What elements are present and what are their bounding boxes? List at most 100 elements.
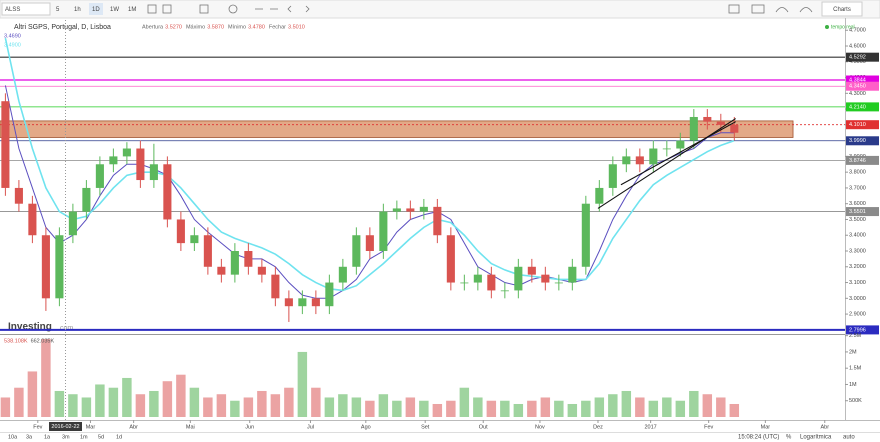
interval-button[interactable]: 1D bbox=[92, 7, 100, 13]
charts-menu[interactable] bbox=[821, 1, 863, 17]
candle-body bbox=[41, 235, 50, 299]
volume-bar bbox=[270, 394, 281, 417]
range-button[interactable]: 3m bbox=[62, 434, 70, 440]
readout-name: Fechar bbox=[269, 24, 286, 30]
icon-candle[interactable] bbox=[147, 4, 157, 14]
range-button[interactable]: 1d bbox=[116, 434, 122, 440]
candle-body bbox=[311, 298, 320, 307]
readout-value: 3.4780 bbox=[248, 24, 265, 30]
volume-tick-label: 1.5M bbox=[849, 366, 862, 372]
x-tick-label: Out bbox=[479, 424, 488, 430]
level-label: 4.5292 bbox=[849, 55, 866, 61]
range-button[interactable]: 3a bbox=[26, 434, 33, 440]
symbol-input[interactable] bbox=[1, 2, 51, 16]
candle-body bbox=[433, 206, 442, 236]
level-tag bbox=[846, 52, 879, 62]
candle-body bbox=[271, 274, 280, 299]
candle-body bbox=[554, 282, 563, 284]
readout-name: Máximo bbox=[186, 24, 205, 30]
interval-button[interactable]: 1W bbox=[110, 7, 119, 13]
icon-indicators[interactable] bbox=[199, 4, 209, 14]
volume-bar bbox=[176, 374, 186, 417]
candle-body bbox=[608, 164, 617, 188]
volume-bar bbox=[378, 394, 389, 417]
y-tick-label: 4.5000 bbox=[849, 59, 866, 65]
level-label: 3.8746 bbox=[849, 158, 866, 164]
footer-log[interactable]: Logarítmica bbox=[800, 435, 832, 441]
volume-bar bbox=[149, 390, 159, 417]
icon-compare[interactable] bbox=[162, 4, 172, 14]
volume-bar bbox=[243, 397, 254, 417]
volume-bar bbox=[608, 394, 618, 417]
volume-bar bbox=[675, 400, 686, 417]
volume-bar bbox=[230, 400, 240, 417]
range-button[interactable]: 5d bbox=[98, 434, 104, 440]
range-button[interactable]: 1a bbox=[44, 434, 51, 440]
candle-body bbox=[338, 266, 347, 283]
volume-bar bbox=[0, 397, 11, 417]
volume-bar bbox=[122, 377, 132, 417]
candle-body bbox=[460, 282, 469, 284]
interval-button[interactable]: 1M bbox=[128, 7, 136, 13]
volume-bar bbox=[257, 390, 267, 417]
candle-body bbox=[352, 235, 361, 267]
candle-body bbox=[541, 274, 550, 283]
icon-undo-redo[interactable] bbox=[255, 5, 310, 13]
candle-body bbox=[217, 266, 226, 275]
symbol: ALSS bbox=[5, 7, 20, 13]
volume-bar bbox=[14, 387, 24, 417]
icon-layout[interactable] bbox=[751, 4, 765, 14]
candle-body bbox=[230, 251, 239, 275]
volume-bar bbox=[567, 403, 578, 417]
level-tag bbox=[846, 207, 879, 217]
candle-body bbox=[14, 187, 23, 204]
candle-body bbox=[568, 266, 577, 283]
volume-bar bbox=[405, 397, 416, 417]
icon-settings[interactable] bbox=[228, 4, 238, 14]
y-tick-label: 4.7000 bbox=[849, 28, 866, 34]
candle-body bbox=[379, 211, 388, 252]
toolbar-icons bbox=[147, 4, 813, 14]
moving-average bbox=[4, 37, 735, 292]
volume-tick-label: 2.5M bbox=[849, 333, 862, 339]
candle-body bbox=[257, 266, 266, 275]
level-label: 4.1010 bbox=[849, 122, 866, 128]
x-tick-label: 2017 bbox=[644, 424, 656, 430]
ma-label: 3.4900 bbox=[4, 42, 21, 48]
status-dot bbox=[825, 25, 829, 29]
volume-bar bbox=[540, 397, 551, 417]
interval-button[interactable]: 5 bbox=[56, 7, 60, 13]
level-label: 3.9990 bbox=[849, 138, 866, 144]
candle-body bbox=[136, 148, 145, 181]
volume-bar bbox=[621, 390, 632, 417]
watermark-suffix: .com bbox=[58, 325, 73, 332]
volume-bar bbox=[500, 400, 510, 417]
volume-bar bbox=[648, 400, 659, 417]
watermark: Investing bbox=[8, 322, 52, 333]
candle-body bbox=[500, 290, 509, 292]
x-tick-label: Jul bbox=[307, 424, 314, 430]
candle-body bbox=[244, 251, 253, 267]
volume-tick-label: 500K bbox=[849, 398, 862, 404]
range-button[interactable]: 1m bbox=[80, 434, 88, 440]
y-tick-label: 4.6000 bbox=[849, 43, 866, 49]
volume-bar bbox=[527, 400, 537, 417]
footer-auto[interactable]: auto bbox=[843, 435, 855, 441]
trendline bbox=[597, 118, 736, 209]
footer-percent[interactable]: % bbox=[786, 435, 792, 441]
x-tick-label: Dez bbox=[593, 424, 603, 430]
volume-tick-label: 2M bbox=[849, 349, 857, 355]
volume-bar bbox=[338, 394, 348, 417]
y-tick-label: 3.1000 bbox=[849, 280, 866, 286]
range-button[interactable]: 10a bbox=[8, 434, 18, 440]
candle-body bbox=[149, 164, 158, 181]
icon-camera[interactable] bbox=[728, 4, 740, 14]
candle-body bbox=[595, 187, 604, 204]
candle-body bbox=[676, 140, 685, 149]
interval-button[interactable]: 1h bbox=[74, 7, 81, 13]
icon-cloud[interactable] bbox=[775, 7, 813, 13]
y-tick-label: 3.7000 bbox=[849, 185, 866, 191]
x-tick-label: Mai bbox=[186, 424, 195, 430]
volume-bar bbox=[284, 387, 294, 417]
